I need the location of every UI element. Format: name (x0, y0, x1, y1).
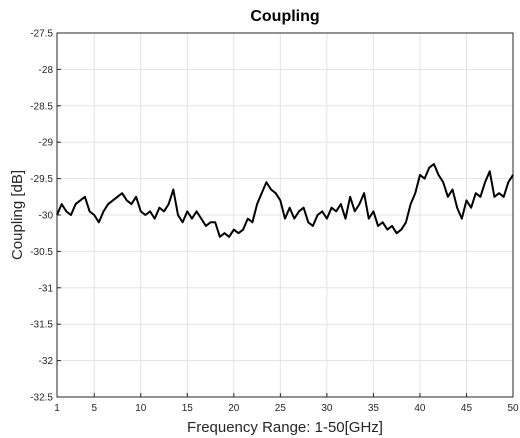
y-tick-label: -32.5 (30, 393, 53, 404)
x-tick-label: 30 (321, 403, 333, 414)
x-tick-label: 50 (507, 403, 519, 414)
y-tick-label: -29.5 (30, 174, 53, 185)
x-tick-label: 45 (461, 403, 473, 414)
x-tick-label: 25 (275, 403, 287, 414)
y-tick-label: -28 (39, 65, 54, 76)
y-tick-label: -31.5 (30, 320, 53, 331)
y-tick-label: -30 (39, 211, 54, 222)
y-tick-label: -31 (39, 283, 54, 294)
x-tick-label: 10 (135, 403, 147, 414)
x-tick-label: 20 (228, 403, 240, 414)
y-tick-label: -28.5 (30, 101, 53, 112)
x-tick-label: 40 (414, 403, 426, 414)
data-line (56, 163, 514, 238)
chart-title: Coupling (250, 8, 319, 25)
x-tick-label: 15 (182, 403, 194, 414)
x-axis-label: Frequency Range: 1-50[GHz] (187, 419, 383, 436)
y-tick-label: -30.5 (30, 247, 53, 258)
y-tick-label: -29 (39, 138, 54, 149)
y-axis-label: Coupling [dB] (9, 170, 26, 260)
y-tick-label: -32 (39, 356, 54, 367)
x-tick-label: 1 (54, 403, 60, 414)
y-tick-label: -27.5 (30, 29, 53, 40)
x-tick-label: 35 (368, 403, 380, 414)
x-tick-label: 5 (91, 403, 97, 414)
